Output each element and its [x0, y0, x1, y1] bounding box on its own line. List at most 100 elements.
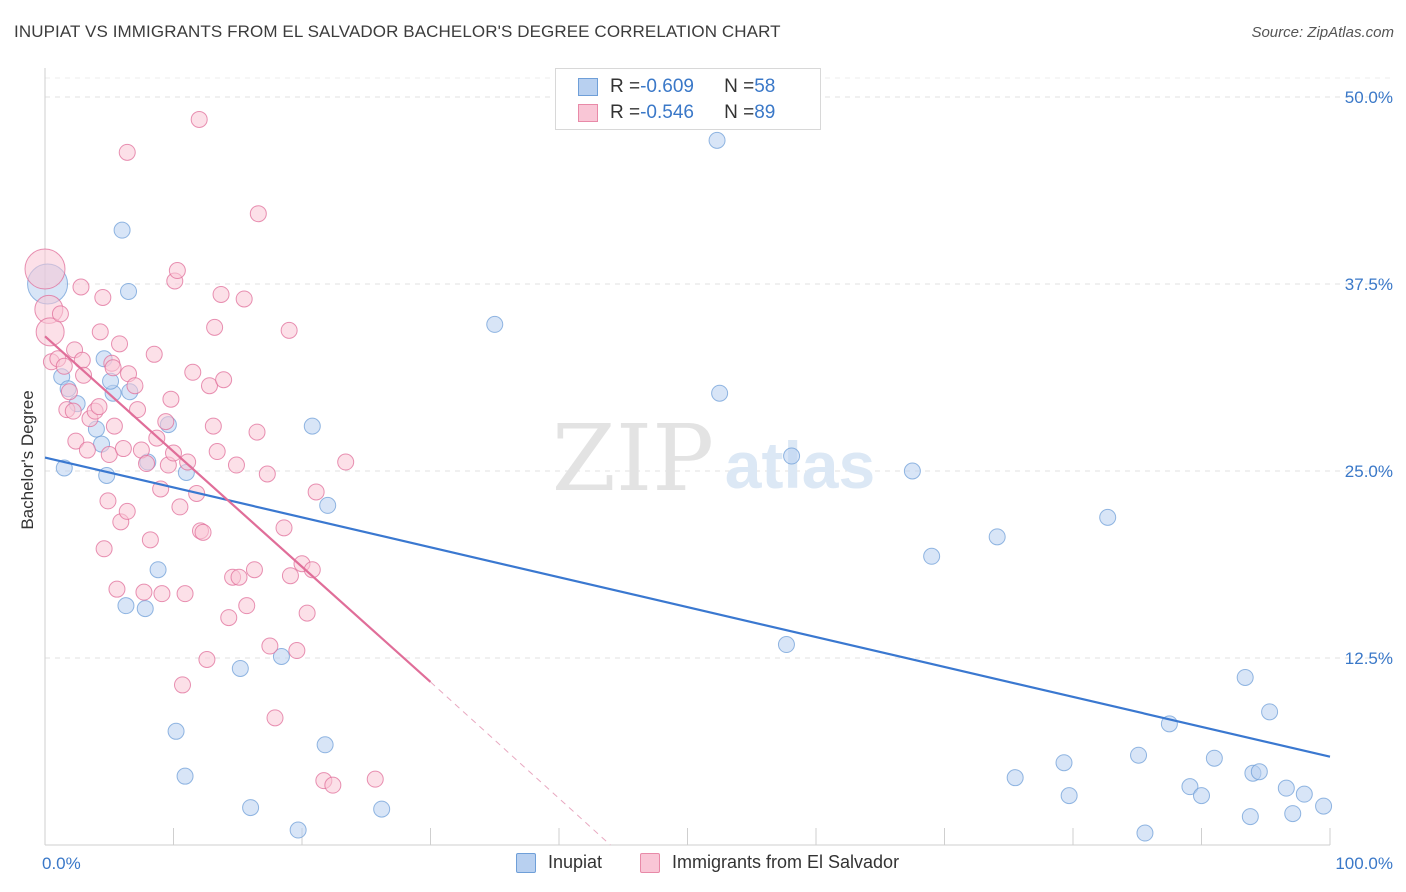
watermark-zip: ZIP [552, 405, 714, 512]
y-tick-label: 12.5% [1345, 649, 1393, 668]
inupiat-point [113, 221, 131, 239]
stats-row-el-salvador: R = -0.546 N = 89 [578, 100, 775, 126]
inupiat-point [319, 496, 337, 514]
x-tick-label: 0.0% [42, 854, 81, 873]
el-salvador-trend-extension [430, 681, 611, 846]
el-salvador-point [208, 443, 226, 461]
el-salvador-point [261, 637, 279, 655]
y-axis-label: Bachelor's Degree [18, 390, 37, 529]
y-tick-label: 50.0% [1345, 88, 1393, 107]
el-salvador-point [64, 402, 82, 420]
n-value: 58 [754, 76, 776, 97]
el-salvador-point [35, 317, 65, 347]
inupiat-point [167, 722, 185, 740]
chart-title: INUPIAT VS IMMIGRANTS FROM EL SALVADOR B… [14, 22, 781, 41]
inupiat-point [711, 384, 729, 402]
inupiat-point [708, 131, 726, 149]
el-salvador-point [258, 465, 276, 483]
inupiat-point [289, 821, 307, 839]
legend-swatch-inupiat [516, 852, 536, 873]
inupiat-point [272, 648, 290, 666]
inupiat-point [783, 447, 801, 465]
el-salvador-point [230, 568, 248, 586]
el-salvador-point [200, 377, 218, 395]
el-salvador-point [184, 363, 202, 381]
el-salvador-point [100, 446, 118, 464]
el-salvador-point [162, 390, 180, 408]
n-label: N = [724, 102, 755, 123]
el-salvador-point [194, 523, 212, 541]
inupiat-point [1261, 703, 1279, 721]
el-salvador-point [220, 609, 238, 627]
el-salvador-point [105, 417, 123, 435]
el-salvador-point [60, 383, 78, 401]
inupiat-point [1277, 779, 1295, 797]
inupiat-point [117, 597, 135, 615]
inupiat-point [1136, 824, 1154, 842]
el-salvador-point [288, 642, 306, 660]
el-salvador-point [141, 531, 159, 549]
el-salvador-point [298, 604, 316, 622]
inupiat-point [486, 315, 504, 333]
el-salvador-point [118, 143, 136, 161]
el-salvador-point [108, 580, 126, 598]
el-salvador-point [90, 398, 108, 416]
el-salvador-point [248, 423, 266, 441]
inupiat-point [1205, 749, 1223, 767]
inupiat-point [1295, 785, 1313, 803]
source-label: Source: ZipAtlas.com [1251, 24, 1394, 41]
inupiat-point [777, 636, 795, 654]
x-tick-label: 100.0% [1335, 854, 1393, 873]
legend-label: Inupiat [548, 852, 603, 872]
trend-lines [44, 335, 1331, 846]
el-salvador-point [145, 345, 163, 363]
inupiat-point [149, 561, 167, 579]
el-salvador-point [91, 323, 109, 341]
inupiat-point [1241, 808, 1259, 826]
watermark: ZIP atlas [552, 405, 875, 512]
el-salvador-point [138, 455, 156, 473]
el-salvador-point [157, 413, 175, 431]
el-salvador-point [190, 110, 208, 128]
legend-label: Immigrants from El Salvador [672, 852, 900, 872]
el-salvador-point [281, 567, 299, 585]
el-salvador-point [95, 540, 113, 558]
el-salvador-point [179, 453, 197, 471]
inupiat-point [1250, 763, 1268, 781]
el-salvador-point [337, 453, 355, 471]
el-salvador-point [51, 305, 69, 323]
inupiat-trend-line [44, 456, 1331, 758]
el-salvador-point [104, 359, 122, 377]
inupiat-point [176, 767, 194, 785]
tick-labels: 12.5% 25.0% 37.5% 50.0% 0.0% 100.0% [42, 88, 1393, 873]
el-salvador-point [173, 676, 191, 694]
inupiat-point [242, 799, 260, 817]
inupiat-point [1181, 778, 1199, 796]
inupiat-point [1060, 787, 1078, 805]
stats-swatch-el-salvador [578, 104, 598, 122]
el-salvador-point [204, 417, 222, 435]
watermark-atlas: atlas [725, 428, 875, 502]
r-value: -0.609 [640, 76, 694, 97]
el-salvador-point [238, 597, 256, 615]
r-value: -0.546 [640, 102, 694, 123]
legend-item-el-salvador: Immigrants from El Salvador [640, 852, 899, 873]
el-salvador-point [114, 440, 132, 458]
el-salvador-point [280, 321, 298, 339]
el-salvador-point [212, 285, 230, 303]
el-salvador-point [176, 585, 194, 603]
inupiat-point [1130, 746, 1148, 764]
el-salvador-point [129, 401, 147, 419]
data-points [24, 110, 1333, 842]
inupiat-point [923, 547, 941, 565]
r-label: R = [610, 76, 641, 97]
inupiat-point [1006, 769, 1024, 787]
el-salvador-point [249, 205, 267, 223]
el-salvador-point [171, 498, 189, 516]
el-salvador-point [99, 492, 117, 510]
el-salvador-point [324, 776, 342, 794]
el-salvador-point [67, 432, 85, 450]
el-salvador-point [153, 585, 171, 603]
el-salvador-point [168, 262, 186, 280]
